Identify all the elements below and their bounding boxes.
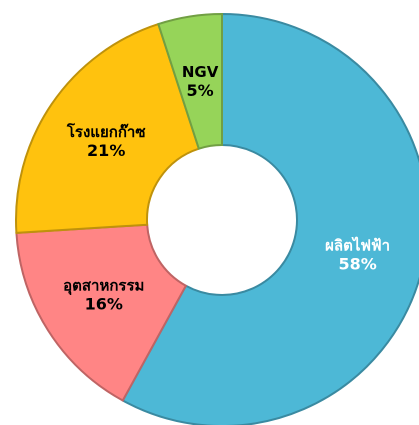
donut-slice xyxy=(15,223,188,402)
slice-value-label: 16% xyxy=(85,295,123,314)
slice-value-label: 5% xyxy=(187,81,214,100)
slice-value-label: 21% xyxy=(87,141,125,160)
slice-category-label: โรงแยกก๊าซ xyxy=(66,122,146,141)
donut-slice xyxy=(157,12,223,150)
slice-category-label: อุตสาหกรรม xyxy=(63,277,144,296)
donut-slice xyxy=(15,22,201,234)
slice-category-label: NGV xyxy=(182,63,219,81)
slice-value-label: 58% xyxy=(338,254,376,273)
slice-category-label: ผลิตไฟฟ้า xyxy=(325,235,390,254)
